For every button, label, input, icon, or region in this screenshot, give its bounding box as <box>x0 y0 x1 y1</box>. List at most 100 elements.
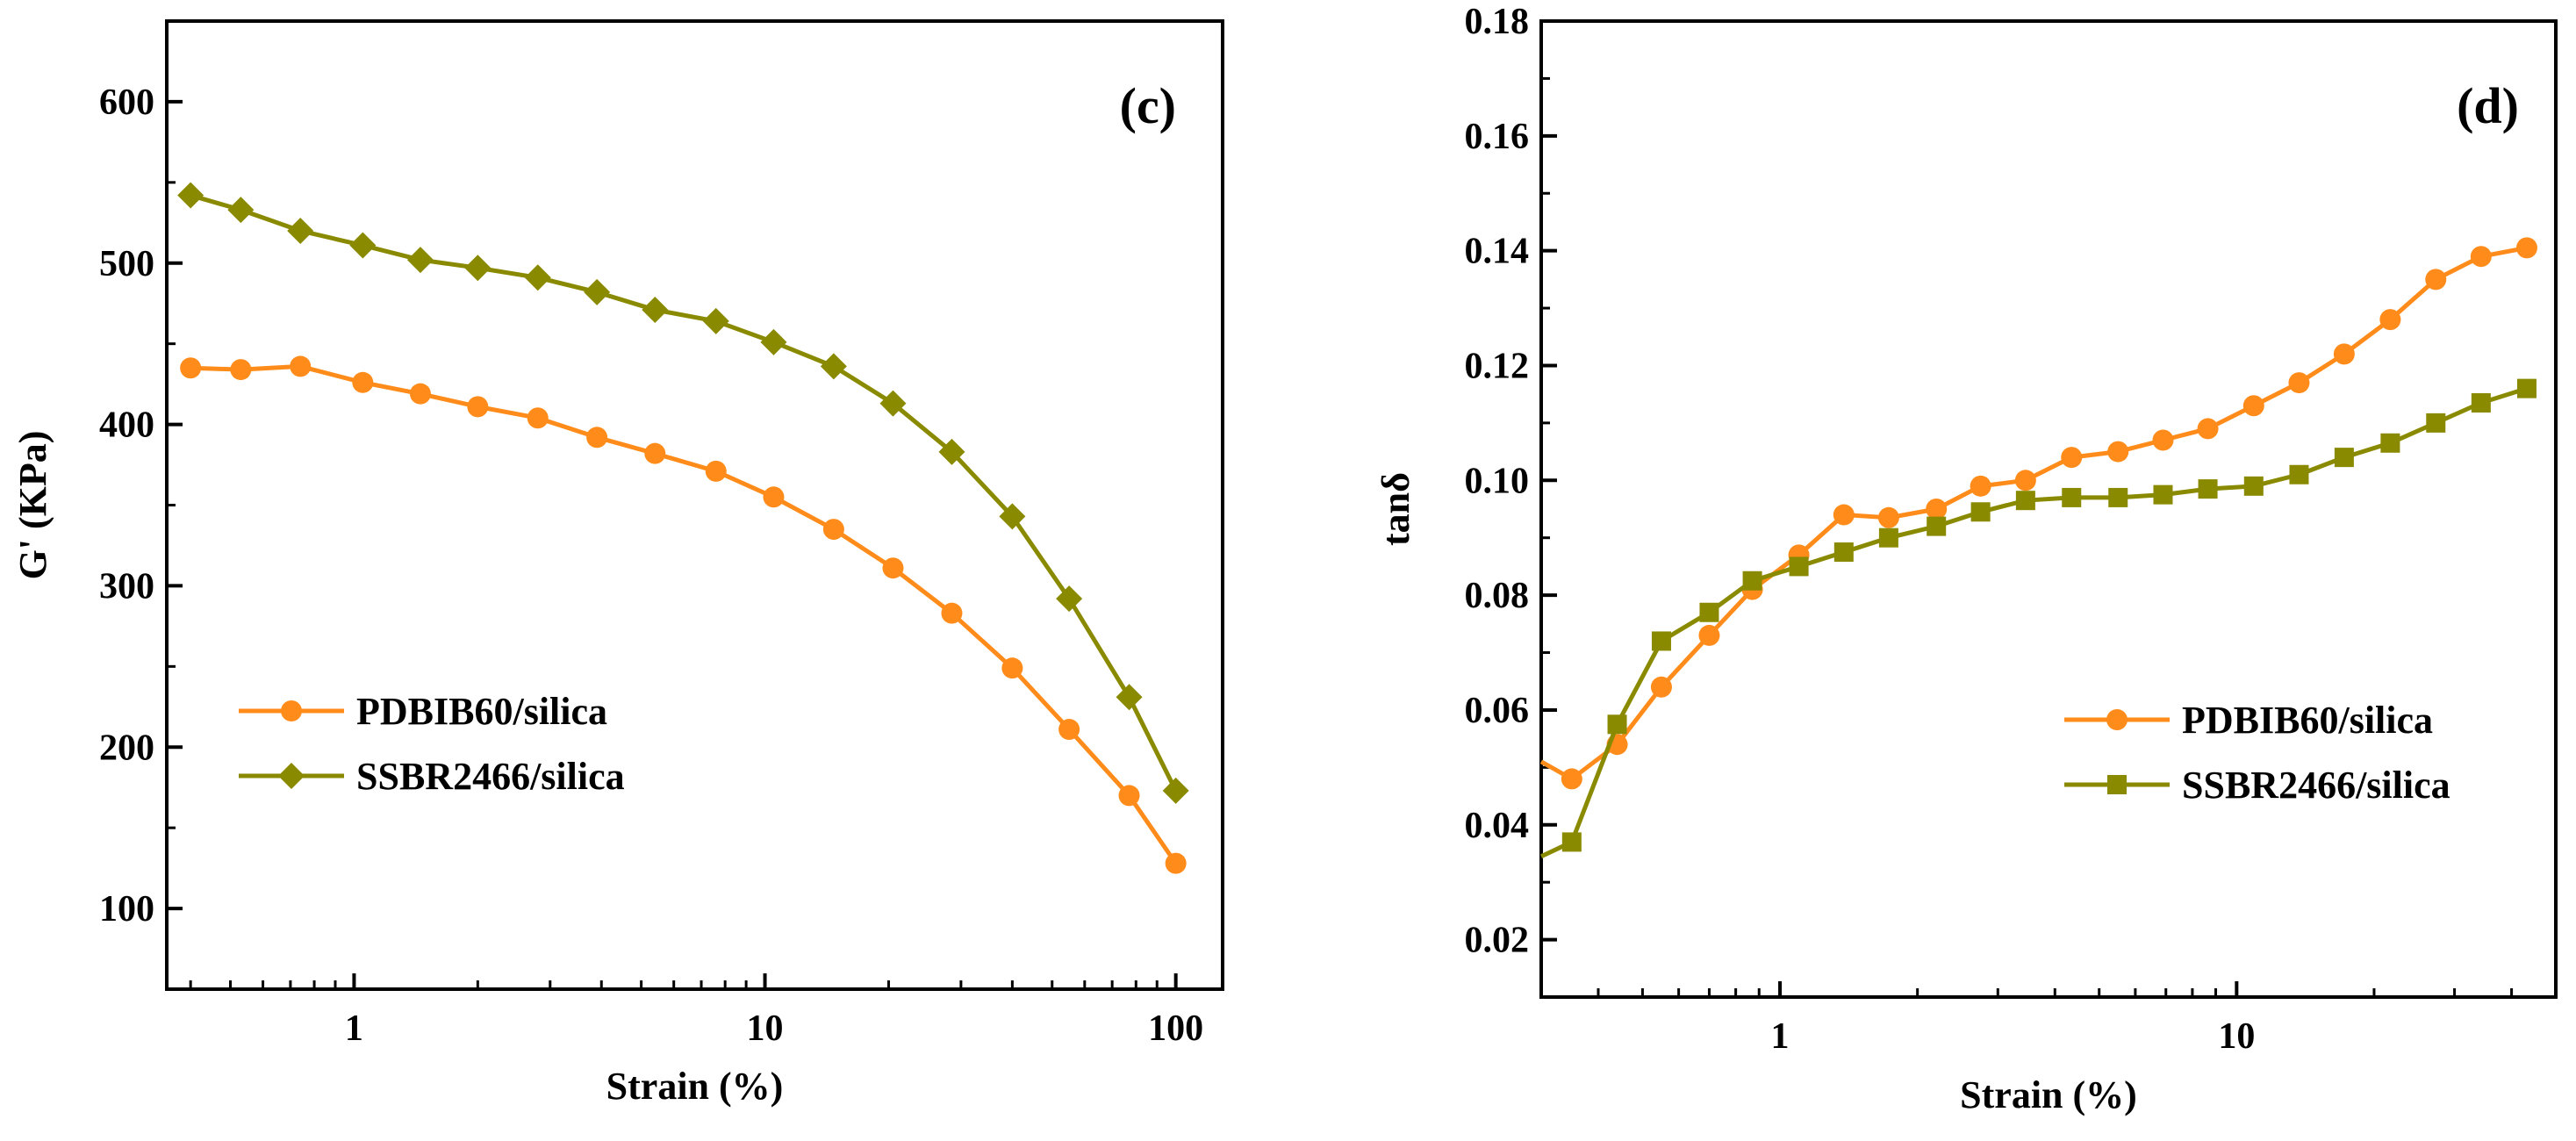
data-point <box>882 557 904 579</box>
data-point <box>1561 832 1582 852</box>
y-tick-label: 500 <box>99 244 154 284</box>
data-point <box>2107 441 2129 463</box>
y-tick-label: 0.06 <box>1465 691 1530 731</box>
x-tick-label: 10 <box>2218 1016 2255 1057</box>
y-tick-label: 0.12 <box>1465 346 1530 386</box>
data-point <box>2152 429 2174 451</box>
data-point <box>467 396 489 418</box>
x-tick-label: 100 <box>1148 1008 1203 1049</box>
legend-marker <box>2106 709 2128 730</box>
data-point <box>2426 413 2446 433</box>
data-point <box>705 460 727 482</box>
data-point <box>290 355 312 377</box>
y-axis-title: G' (KPa) <box>11 431 54 580</box>
data-point <box>941 602 963 624</box>
data-point <box>227 197 255 224</box>
data-point <box>2288 372 2310 394</box>
data-point <box>2470 246 2492 268</box>
data-point <box>586 427 608 449</box>
y-tick-label: 600 <box>99 83 154 123</box>
data-point <box>2108 487 2128 507</box>
data-point <box>2379 309 2401 331</box>
y-tick-label: 0.16 <box>1465 117 1530 157</box>
data-point <box>1116 684 1143 711</box>
legend-label: SSBR2466/silica <box>2182 764 2450 807</box>
panel-label: (d) <box>2457 77 2519 134</box>
data-point <box>1927 516 1947 536</box>
data-point <box>879 390 907 417</box>
data-point <box>2515 237 2537 259</box>
x-tick-label: 1 <box>345 1008 363 1049</box>
data-point <box>1877 506 1899 528</box>
legend-label: PDBIB60/silica <box>356 690 607 733</box>
data-point <box>2516 378 2537 398</box>
data-point <box>938 438 965 465</box>
data-point <box>177 182 205 209</box>
y-tick-label: 0.08 <box>1465 576 1530 616</box>
y-tick-label: 0.02 <box>1465 921 1530 961</box>
data-point <box>642 297 669 324</box>
data-point <box>2061 447 2083 469</box>
data-point <box>584 278 611 305</box>
y-tick-label: 0.14 <box>1465 232 1530 272</box>
panel-d-chart: 0.02 0.04 0.06 0.08 0.10 0.12 0.14 0.16 0.18 1 10 S… <box>1374 2 2558 1116</box>
data-point <box>1118 785 1140 807</box>
data-point <box>2425 269 2447 291</box>
x-axis-title: Strain (%) <box>1960 1073 2137 1116</box>
data-point <box>2334 448 2354 468</box>
plot-frame <box>1539 19 2558 999</box>
data-point <box>2242 395 2264 417</box>
data-point <box>1650 676 1672 698</box>
data-point <box>1561 768 1582 790</box>
data-point <box>406 247 434 274</box>
data-point <box>527 407 549 429</box>
series-line-0 <box>190 363 1178 865</box>
data-point <box>1970 475 1991 497</box>
data-point <box>2471 392 2491 413</box>
data-point <box>409 383 431 405</box>
series-line-1 <box>190 193 1178 793</box>
x-tick-label: 10 <box>747 1008 784 1049</box>
data-point <box>1970 502 1991 522</box>
panel-c-chart: 100 200 300 400 500 600 1 10 100 Strain (%) G' (KP… <box>11 19 1224 1108</box>
data-point <box>2153 484 2173 505</box>
data-point <box>1165 852 1187 874</box>
data-point <box>464 255 492 282</box>
data-point <box>1001 657 1023 679</box>
data-point <box>2243 476 2264 496</box>
data-point <box>820 353 847 380</box>
y-axis-title: tanδ <box>1374 472 1417 546</box>
data-point <box>1833 542 1854 563</box>
data-point <box>2333 343 2355 365</box>
data-point <box>1833 504 1855 526</box>
data-point <box>2289 464 2309 484</box>
y-tick-label: 0.18 <box>1465 2 1530 42</box>
data-point <box>1878 527 1898 548</box>
legend-marker <box>2107 775 2127 794</box>
data-point <box>1742 570 1762 591</box>
data-point <box>760 328 787 355</box>
data-point <box>702 307 729 334</box>
data-point <box>2197 418 2219 440</box>
data-point <box>1698 624 1720 646</box>
data-point <box>822 519 844 541</box>
y-tick-label: 300 <box>99 566 154 606</box>
y-tick-label: 400 <box>99 405 154 446</box>
legend-label: PDBIB60/silica <box>2182 699 2433 742</box>
data-point <box>230 359 252 381</box>
data-point <box>1651 631 1671 651</box>
y-tick-label: 0.04 <box>1465 806 1530 846</box>
data-point <box>349 232 377 259</box>
legend-label: SSBR2466/silica <box>356 755 625 798</box>
data-point <box>287 217 314 244</box>
data-point <box>1789 556 1809 577</box>
y-tick-label: 200 <box>99 728 154 768</box>
y-tick-label: 0.10 <box>1465 461 1530 501</box>
panel-label: (c) <box>1120 77 1176 134</box>
data-point <box>352 371 374 393</box>
data-point <box>2380 433 2400 453</box>
data-point <box>1699 602 1719 622</box>
legend-marker <box>278 763 305 789</box>
x-axis-title: Strain (%) <box>606 1065 784 1108</box>
data-point <box>2015 491 2035 511</box>
